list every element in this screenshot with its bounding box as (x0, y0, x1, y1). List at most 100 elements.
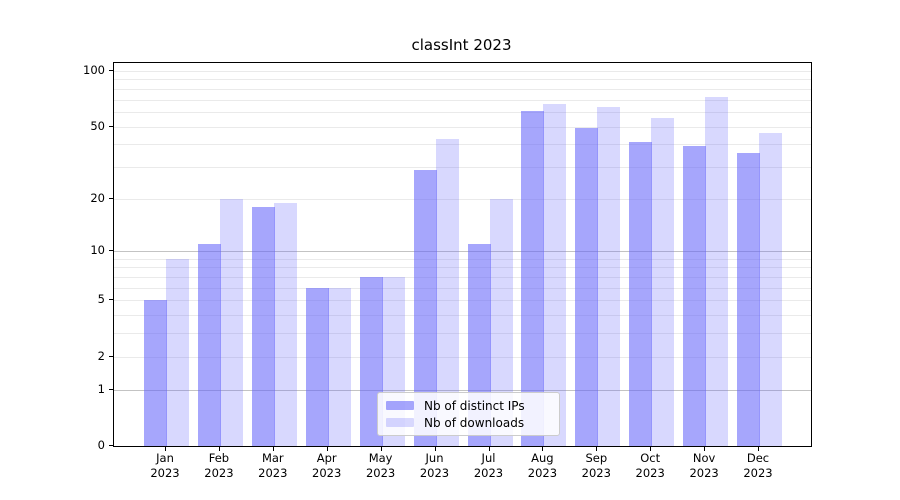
x-tick-month: Jun (425, 451, 444, 465)
bar-distinct-ips-aug (521, 110, 545, 446)
x-tick (218, 447, 220, 451)
plot-area (113, 62, 812, 447)
x-tick-label-mar: Mar 2023 (243, 451, 303, 481)
y-tick-label: 2 (97, 348, 105, 363)
x-tick (165, 447, 166, 451)
x-tick-month: May (368, 451, 393, 465)
gridline-minor (114, 300, 811, 302)
x-tick-year: 2023 (419, 466, 450, 480)
bar-downloads-apr (327, 287, 351, 446)
x-tick-year: 2023 (581, 466, 611, 480)
x-tick (542, 447, 544, 451)
legend-label-distinct-ips: Nb of distinct IPs (424, 398, 525, 413)
legend-label-downloads: Nb of downloads (424, 415, 525, 430)
x-tick-year: 2023 (258, 466, 288, 480)
y-tick-label: 0 (97, 438, 105, 452)
x-tick-month: Jul (481, 451, 496, 465)
bar-downloads-jun (435, 138, 459, 446)
gridline-minor (114, 126, 811, 128)
x-tick-year: 2023 (473, 466, 504, 480)
x-tick-year: 2023 (743, 466, 773, 480)
chart-title: classInt 2023 (411, 36, 512, 54)
bar-distinct-ips-jan (144, 300, 167, 446)
bar-downloads-dec (759, 133, 782, 446)
x-tick-label-sep: Sep 2023 (566, 451, 626, 481)
bar-downloads-mar (273, 202, 297, 446)
y-tick (109, 197, 113, 199)
x-tick-label-feb: Feb 2023 (189, 451, 249, 481)
bar-downloads-oct (651, 117, 675, 446)
y-tick (109, 299, 113, 301)
x-tick (326, 447, 328, 451)
legend: Nb of distinct IPs Nb of downloads (377, 392, 560, 436)
y-tick-label: 1 (97, 381, 105, 396)
x-tick-label-jan: Jan 2023 (135, 451, 195, 481)
gridline-minor (114, 198, 811, 200)
x-tick-label-oct: Oct 2023 (620, 451, 680, 481)
x-tick-label-jul: Jul 2023 (459, 451, 519, 481)
y-tick (109, 445, 113, 446)
bar-distinct-ips-sep (575, 128, 599, 446)
gridline-minor (114, 287, 811, 289)
legend-swatch-distinct-ips (386, 401, 414, 410)
x-tick-year: 2023 (365, 466, 396, 480)
x-tick-month: Aug (531, 451, 554, 465)
bar-downloads-jan (166, 258, 189, 446)
legend-swatch-downloads (386, 418, 414, 427)
gridline-minor (114, 166, 811, 168)
bar-distinct-ips-apr (305, 287, 329, 446)
bar-distinct-ips-mar (251, 206, 275, 446)
gridline-minor (114, 144, 811, 146)
x-tick-label-nov: Nov 2023 (674, 451, 734, 481)
legend-row-distinct-ips: Nb of distinct IPs (386, 398, 551, 413)
x-tick-label-may: May 2023 (351, 451, 411, 481)
y-tick-label: 10 (90, 243, 105, 258)
bar-downloads-sep (597, 106, 621, 446)
x-tick (434, 447, 436, 451)
gridline-minor (114, 315, 811, 317)
x-tick (488, 447, 490, 451)
y-tick (109, 250, 113, 252)
x-tick-month: Dec (746, 451, 770, 465)
x-tick-month: Sep (585, 451, 608, 465)
bar-distinct-ips-feb (197, 244, 221, 446)
gridline-minor (114, 88, 811, 90)
gridline-minor (114, 267, 811, 269)
x-tick-year: 2023 (635, 466, 665, 480)
bar-distinct-ips-oct (629, 142, 653, 446)
y-tick-label: 50 (90, 118, 105, 133)
gridline-minor (114, 258, 811, 260)
y-tick-label: 5 (97, 292, 105, 307)
y-tick (109, 388, 113, 390)
x-tick-month: Oct (640, 451, 661, 465)
x-tick-month: Apr (316, 451, 337, 465)
bar-downloads-jul (489, 198, 513, 446)
bar-distinct-ips-may (359, 277, 383, 446)
x-tick (596, 447, 598, 451)
x-tick-year: 2023 (689, 466, 719, 480)
bar-downloads-feb (219, 198, 243, 446)
x-tick (272, 447, 274, 451)
gridline-minor (114, 79, 811, 81)
x-tick-label-dec: Dec 2023 (728, 451, 788, 481)
x-tick (704, 447, 706, 451)
bar-distinct-ips-dec (737, 152, 760, 446)
x-tick-year: 2023 (527, 466, 558, 480)
x-tick (380, 447, 382, 451)
x-tick-month: Mar (261, 451, 284, 465)
x-tick-label-aug: Aug 2023 (512, 451, 572, 481)
bar-downloads-nov (705, 97, 729, 446)
x-tick-year: 2023 (312, 466, 342, 480)
x-tick (650, 447, 652, 451)
x-tick-label-apr: Apr 2023 (297, 451, 357, 481)
gridline-minor (114, 99, 811, 101)
x-tick-label-jun: Jun 2023 (405, 451, 465, 481)
x-tick-year: 2023 (204, 466, 234, 480)
gridline-minor (114, 71, 811, 72)
bar-downloads-aug (543, 104, 567, 446)
x-tick (758, 447, 759, 451)
y-tick (109, 355, 113, 357)
legend-row-downloads: Nb of downloads (386, 415, 551, 430)
x-tick-year: 2023 (150, 466, 180, 480)
